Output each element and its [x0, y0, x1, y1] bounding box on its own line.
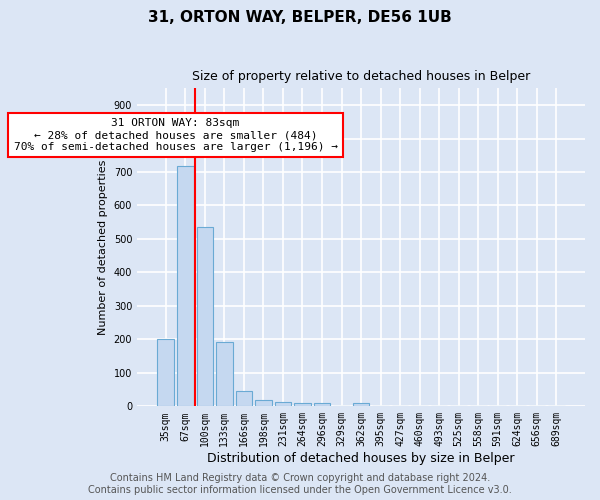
- Bar: [294, 402, 311, 406]
- Bar: [353, 403, 370, 406]
- Bar: [236, 391, 252, 406]
- Bar: [314, 404, 330, 406]
- Bar: [255, 400, 272, 406]
- Text: Contains HM Land Registry data © Crown copyright and database right 2024.
Contai: Contains HM Land Registry data © Crown c…: [88, 474, 512, 495]
- Text: 31, ORTON WAY, BELPER, DE56 1UB: 31, ORTON WAY, BELPER, DE56 1UB: [148, 10, 452, 25]
- Title: Size of property relative to detached houses in Belper: Size of property relative to detached ho…: [192, 70, 530, 83]
- Text: 31 ORTON WAY: 83sqm
← 28% of detached houses are smaller (484)
70% of semi-detac: 31 ORTON WAY: 83sqm ← 28% of detached ho…: [14, 118, 338, 152]
- Bar: [216, 342, 233, 406]
- X-axis label: Distribution of detached houses by size in Belper: Distribution of detached houses by size …: [208, 452, 515, 465]
- Bar: [275, 402, 291, 406]
- Y-axis label: Number of detached properties: Number of detached properties: [98, 160, 108, 335]
- Bar: [197, 226, 213, 406]
- Bar: [157, 340, 174, 406]
- Bar: [177, 166, 194, 406]
